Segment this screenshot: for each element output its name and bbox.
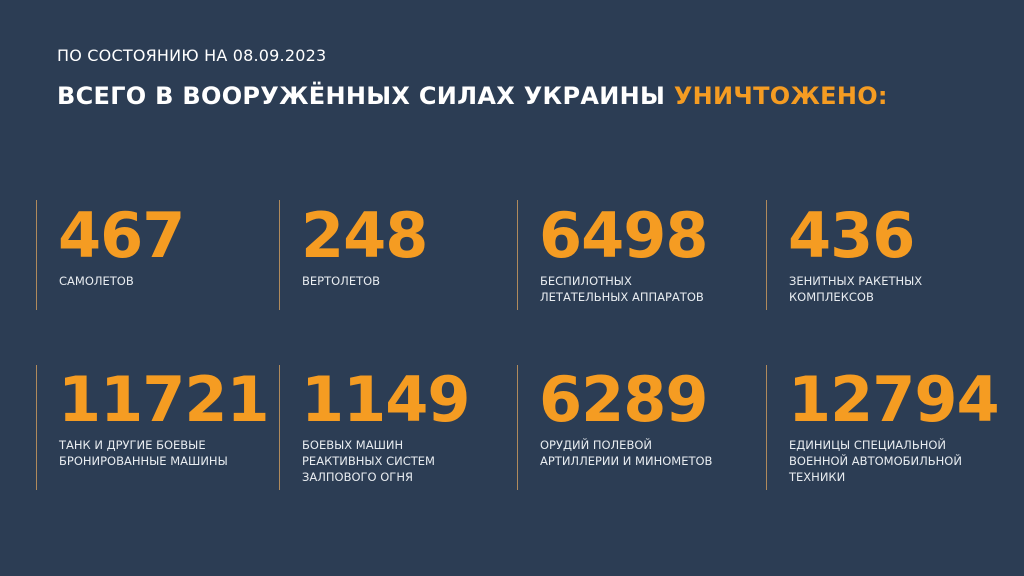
stat-value: 436: [788, 199, 915, 272]
stat-label: БОЕВЫХ МАШИН РЕАКТИВНЫХ СИСТЕМ ЗАЛПОВОГО…: [302, 438, 435, 484]
date-line: ПО СОСТОЯНИЮ НА 08.09.2023: [57, 46, 327, 65]
stat-label: ТАНК И ДРУГИЕ БОЕВЫЕ БРОНИРОВАННЫЕ МАШИН…: [59, 438, 228, 468]
stat-value: 248: [301, 199, 428, 272]
page-title: ВСЕГО В ВООРУЖЁННЫХ СИЛАХ УКРАИНЫ УНИЧТО…: [57, 82, 888, 110]
stat-label: ЗЕНИТНЫХ РАКЕТНЫХ КОМПЛЕКСОВ: [789, 274, 923, 304]
stat-artillery: 6289 ОРУДИЙ ПОЛЕВОЙ АРТИЛЛЕРИИ И МИНОМЕТ…: [517, 365, 758, 490]
stat-helicopters: 248 ВЕРТОЛЕТОВ: [279, 200, 510, 310]
stat-label: САМОЛЕТОВ: [59, 274, 134, 288]
stat-value: 12794: [788, 363, 1000, 436]
stat-vehicles: 12794 ЕДИНИЦЫ СПЕЦИАЛЬНОЙ ВОЕННОЙ АВТОМО…: [766, 365, 1017, 490]
stat-label: ОРУДИЙ ПОЛЕВОЙ АРТИЛЛЕРИИ И МИНОМЕТОВ: [540, 438, 713, 468]
stat-label: БЕСПИЛОТНЫХ ЛЕТАТЕЛЬНЫХ АППАРАТОВ: [540, 274, 704, 304]
stat-uav: 6498 БЕСПИЛОТНЫХ ЛЕТАТЕЛЬНЫХ АППАРАТОВ: [517, 200, 758, 310]
stat-label: ЕДИНИЦЫ СПЕЦИАЛЬНОЙ ВОЕННОЙ АВТОМОБИЛЬНО…: [789, 438, 962, 484]
stat-value: 6498: [539, 199, 709, 272]
stat-sam: 436 ЗЕНИТНЫХ РАКЕТНЫХ КОМПЛЕКСОВ: [766, 200, 1007, 310]
title-highlight: УНИЧТОЖЕНО:: [673, 82, 888, 110]
title-main: ВСЕГО В ВООРУЖЁННЫХ СИЛАХ УКРАИНЫ: [57, 82, 666, 110]
stat-label: ВЕРТОЛЕТОВ: [302, 274, 381, 288]
stat-mlrs: 1149 БОЕВЫХ МАШИН РЕАКТИВНЫХ СИСТЕМ ЗАЛП…: [279, 365, 510, 490]
stat-value: 6289: [539, 363, 709, 436]
stat-aircraft: 467 САМОЛЕТОВ: [36, 200, 267, 310]
stat-value: 1149: [301, 363, 471, 436]
stat-value: 467: [58, 199, 185, 272]
stat-tanks: 11721 ТАНК И ДРУГИЕ БОЕВЫЕ БРОНИРОВАННЫЕ…: [36, 363, 270, 490]
stat-value: 11721: [58, 363, 270, 436]
